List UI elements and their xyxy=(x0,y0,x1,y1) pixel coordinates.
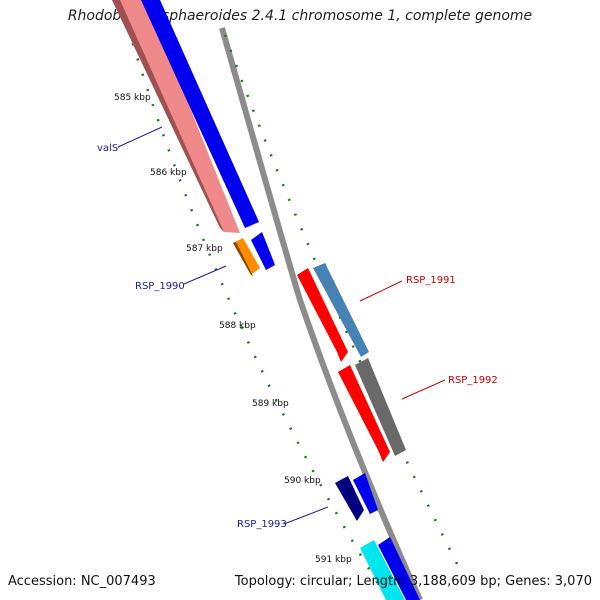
map-title: Rhodobacter sphaeroides 2.4.1 chromosome… xyxy=(67,8,533,24)
gene-label-valS: valS xyxy=(97,143,118,154)
gene-RSP_1990[interactable] xyxy=(233,238,260,275)
genome-summary: Topology: circular; Length: 3,188,609 bp… xyxy=(234,574,592,589)
tick-label: 588 kbp xyxy=(219,321,256,331)
gene-reverse-gray[interactable] xyxy=(355,358,406,456)
gene-forward-blue-1[interactable] xyxy=(141,0,259,228)
gene-reverse-steelblue[interactable] xyxy=(313,263,369,357)
accession-text: Accession: NC_007493 xyxy=(8,574,156,589)
leader-RSP_1990 xyxy=(183,265,227,285)
tick-label: 585 kbp xyxy=(114,93,151,103)
backbone-line xyxy=(219,27,423,600)
tick-label: 586 kbp xyxy=(150,168,187,178)
leader-RSP_1992 xyxy=(401,379,446,400)
gene-forward-blue-2[interactable] xyxy=(251,232,275,270)
gene-RSP_1990-shadow xyxy=(233,242,253,276)
gene-label-RSP_1992: RSP_1992 xyxy=(448,375,498,386)
gene-forward-cyan[interactable] xyxy=(360,540,405,600)
gene-label-RSP_1990: RSP_1990 xyxy=(135,281,185,292)
tick-label: 591 kbp xyxy=(315,555,352,565)
leader-RSP_1993 xyxy=(283,506,329,525)
leader-RSP_1991 xyxy=(359,280,403,302)
gene-RSP_1992[interactable] xyxy=(338,365,390,462)
tick-labels: 585 kbp 586 kbp 587 kbp 588 kbp 589 kbp … xyxy=(114,93,352,565)
leader-valS xyxy=(117,126,163,148)
gene-label-RSP_1991: RSP_1991 xyxy=(406,275,456,286)
tick-label: 587 kbp xyxy=(186,244,223,254)
gene-RSP_1991[interactable] xyxy=(297,268,348,362)
gene-forward-blue-3[interactable] xyxy=(353,473,378,514)
gene-RSP_1993[interactable] xyxy=(335,476,364,521)
gene-label-RSP_1993: RSP_1993 xyxy=(237,519,287,530)
gene-valS-shadow xyxy=(112,0,224,232)
gene-forward-blue-4[interactable] xyxy=(378,537,420,600)
tick-label: 590 kbp xyxy=(284,476,321,486)
tick-label: 589 kbp xyxy=(252,399,289,409)
